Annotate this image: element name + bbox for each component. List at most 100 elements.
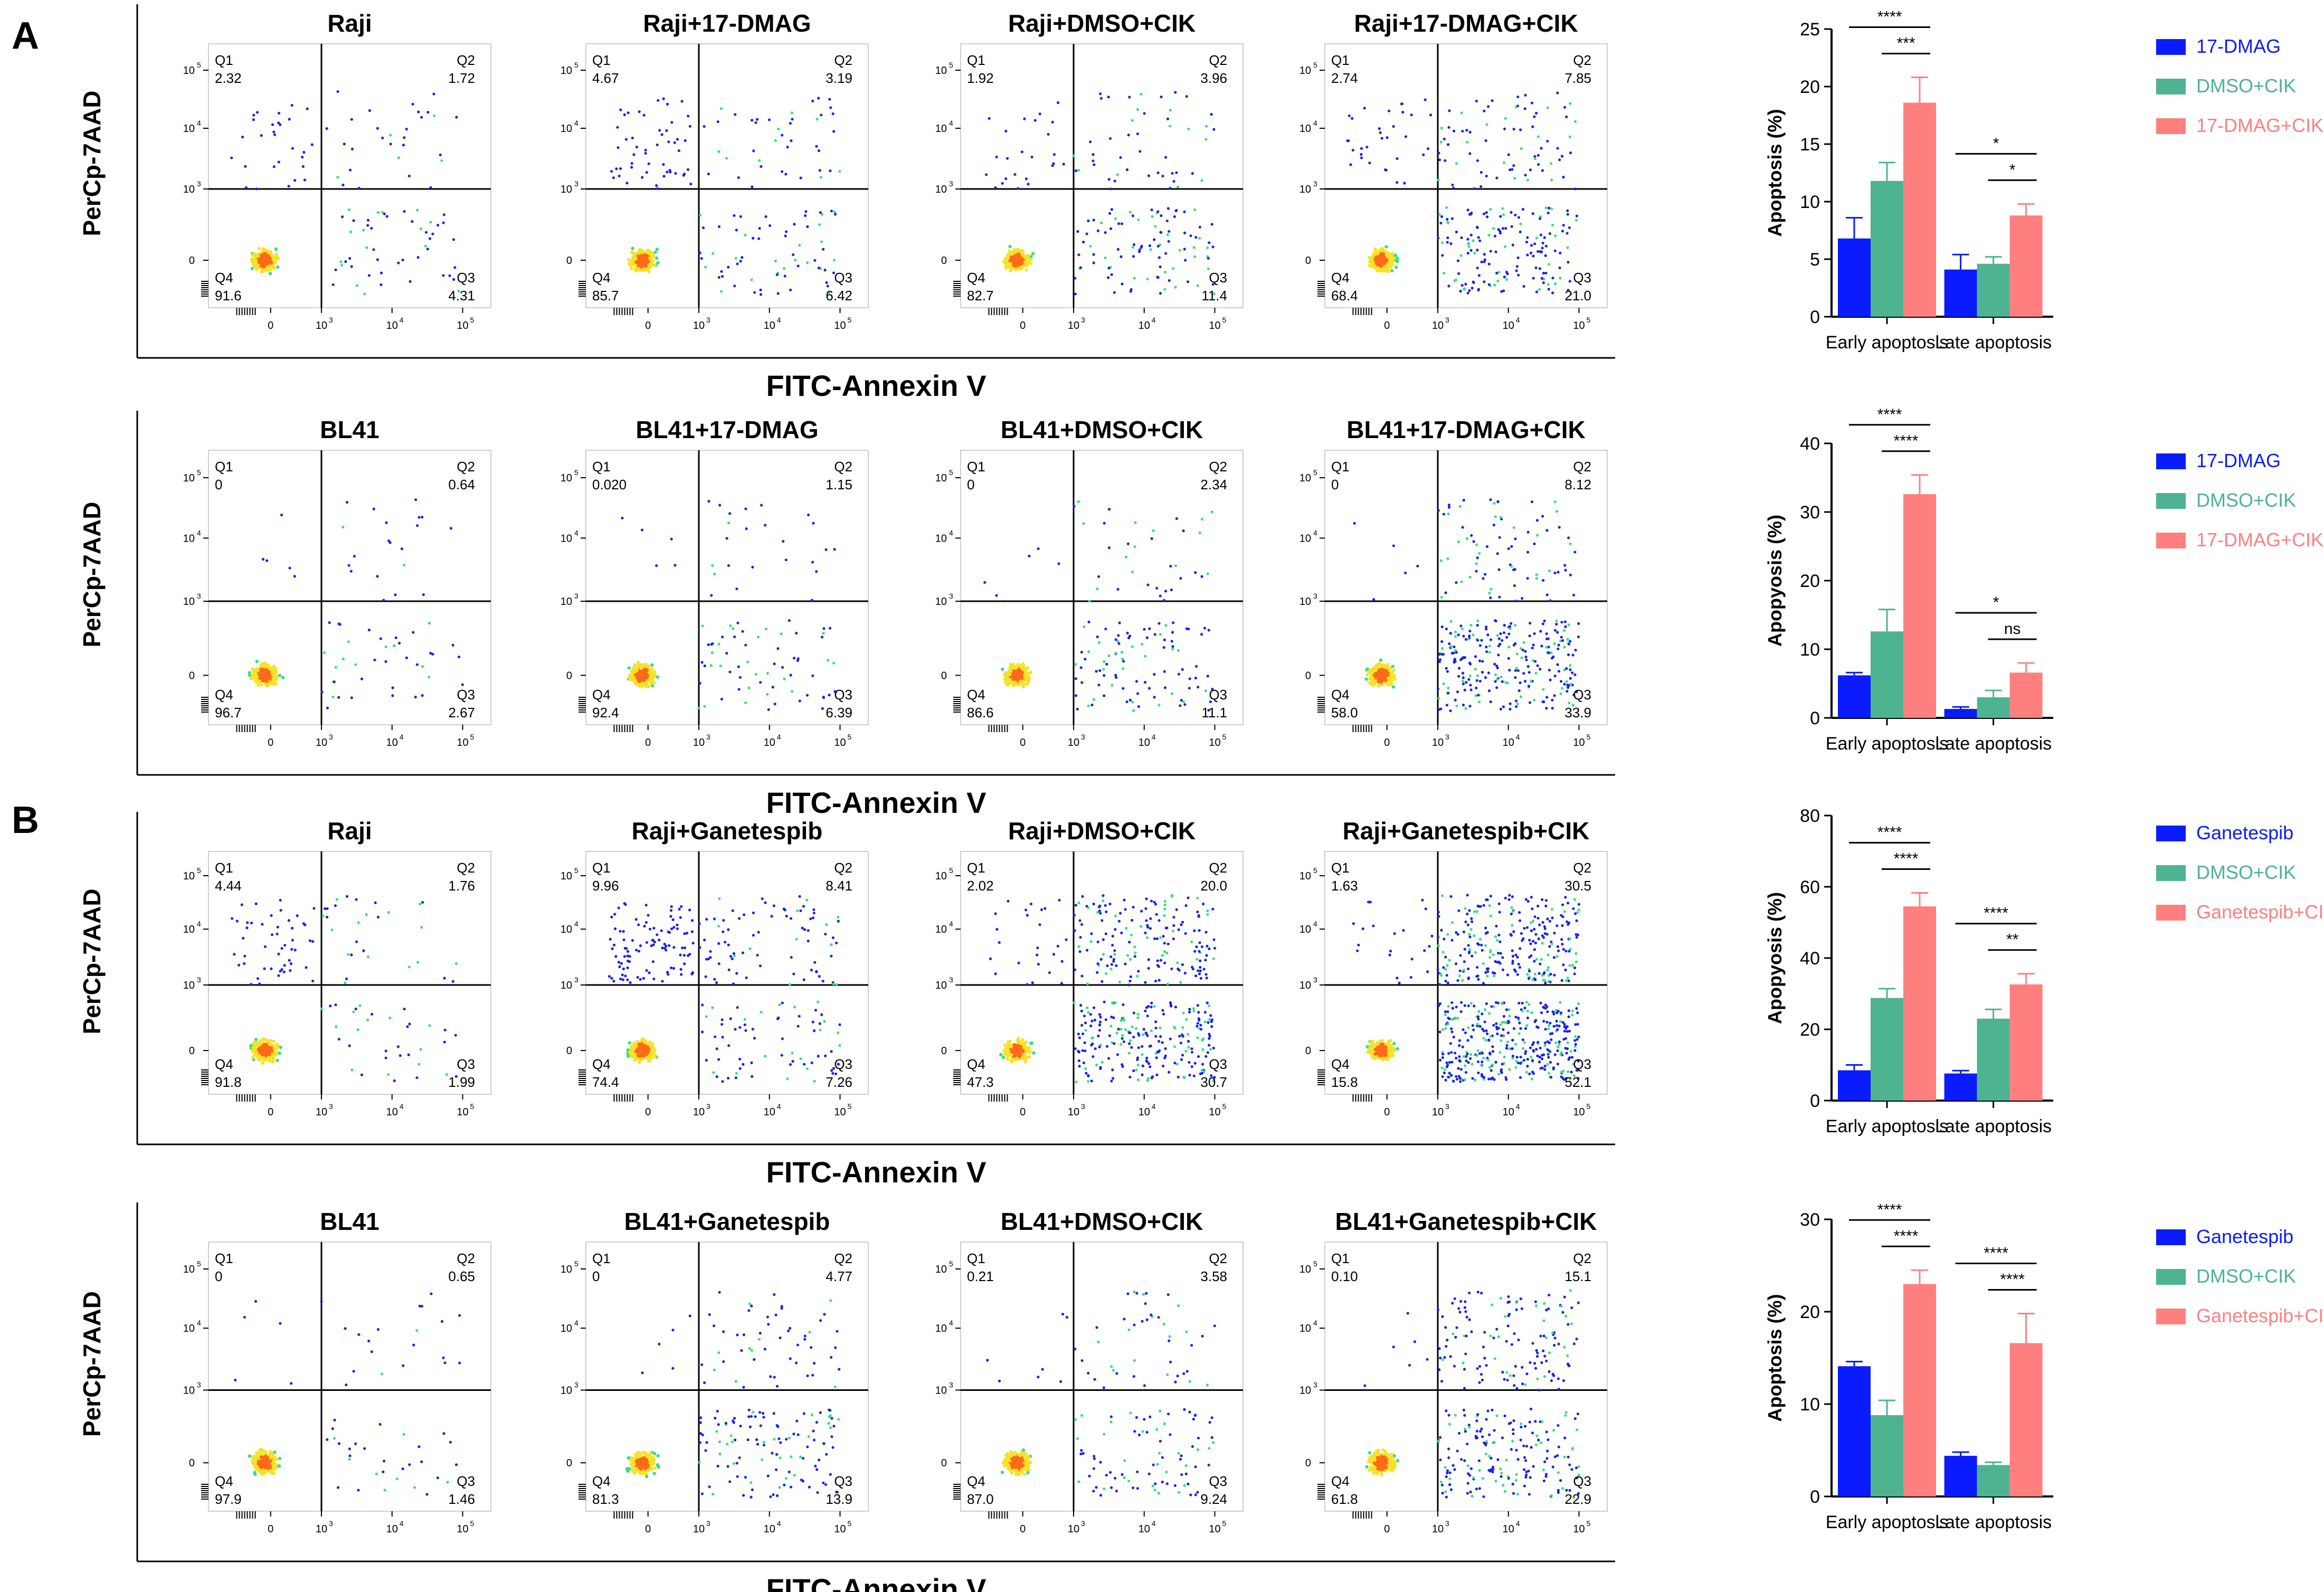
event-dot (1526, 665, 1530, 668)
event-dot (334, 1003, 337, 1007)
quadrant-name-q1: Q1 (215, 459, 233, 475)
x-tick-label: 10 (316, 1106, 327, 1118)
event-dot (828, 694, 831, 697)
event-dot (750, 278, 753, 281)
event-dot (1200, 179, 1203, 182)
event-dot (1529, 680, 1533, 683)
event-dot (283, 964, 286, 967)
event-dot (1487, 689, 1491, 693)
event-dot (1416, 564, 1419, 568)
event-dot (798, 243, 801, 247)
event-dot (1004, 129, 1008, 132)
event-dot (436, 223, 440, 227)
event-dot (793, 223, 796, 226)
event-dot (1117, 634, 1120, 637)
event-dot (1497, 645, 1501, 648)
event-dot (1449, 645, 1453, 648)
flow-plot-title: Raji (327, 817, 372, 845)
event-dot (1376, 256, 1379, 260)
event-dot (628, 262, 631, 266)
event-dot (815, 145, 818, 148)
event-dot (1382, 674, 1387, 678)
event-dot (784, 558, 788, 562)
event-dot (1569, 683, 1572, 686)
panel-label-b: B (12, 799, 39, 841)
event-dot (1096, 587, 1099, 591)
x-tick-exponent: 5 (1587, 733, 1591, 741)
event-dot (1153, 238, 1156, 241)
event-dot (1027, 183, 1030, 186)
event-dot (1494, 250, 1497, 253)
event-dot (1132, 243, 1136, 247)
event-dot (1569, 640, 1572, 643)
event-dot (442, 213, 446, 216)
event-dot (670, 121, 674, 124)
event-dot (1466, 140, 1469, 144)
x-tick-exponent: 4 (1152, 316, 1156, 324)
event-dot (1476, 159, 1479, 162)
event-dot (651, 259, 655, 263)
event-dot (1477, 236, 1480, 239)
event-dot (1029, 262, 1032, 266)
event-dot (291, 926, 294, 930)
event-dot (1447, 512, 1450, 516)
event-dot (1500, 675, 1503, 679)
event-dot (329, 1005, 332, 1008)
event-dot (271, 123, 274, 126)
event-dot (1016, 675, 1019, 679)
event-dot (1456, 259, 1459, 262)
event-dot (1108, 212, 1112, 215)
x-tick-exponent: 3 (329, 733, 333, 741)
event-dot (1523, 107, 1526, 110)
event-dot (1082, 522, 1085, 525)
event-dot (1204, 689, 1207, 693)
event-dot (337, 696, 340, 699)
flow-plot-title: BL41 (320, 416, 379, 443)
x-tick-label: 10 (1573, 737, 1585, 748)
event-dot (1551, 223, 1554, 227)
event-dot (349, 168, 352, 172)
event-dot (345, 501, 349, 504)
event-dot (405, 127, 408, 131)
x-tick-label: 10 (316, 737, 327, 748)
event-dot (737, 665, 740, 668)
event-dot (1488, 591, 1491, 595)
event-dot (1565, 115, 1568, 118)
event-dot (1529, 251, 1532, 254)
event-dot (811, 599, 814, 602)
event-dot (1012, 248, 1016, 252)
event-dot (1461, 680, 1465, 683)
event-dot (780, 632, 783, 636)
event-dot (759, 293, 763, 296)
event-dot (1497, 637, 1501, 640)
event-dot (411, 220, 414, 223)
event-dot (623, 113, 626, 117)
event-dot (658, 129, 661, 132)
event-dot (1468, 575, 1472, 579)
event-dot (403, 136, 406, 139)
event-dot (449, 527, 453, 530)
event-dot (1568, 701, 1571, 705)
event-dot (1526, 236, 1529, 239)
event-dot (342, 525, 345, 529)
event-dot (631, 247, 634, 250)
event-dot (373, 658, 376, 661)
event-dot (1532, 643, 1535, 647)
event-dot (823, 269, 827, 272)
event-dot (270, 933, 274, 936)
y-tick-exponent: 4 (949, 119, 953, 127)
event-dot (257, 1048, 261, 1053)
event-dot (1353, 522, 1356, 525)
event-dot (1566, 246, 1569, 249)
event-dot (1561, 639, 1564, 642)
event-dot (1393, 253, 1397, 257)
event-dot (1476, 674, 1479, 677)
event-dot (1481, 670, 1484, 674)
event-dot (619, 108, 622, 111)
event-dot (1441, 652, 1445, 656)
event-dot (1542, 700, 1545, 704)
event-dot (701, 226, 705, 230)
event-dot (1103, 694, 1106, 697)
event-dot (1453, 129, 1456, 132)
